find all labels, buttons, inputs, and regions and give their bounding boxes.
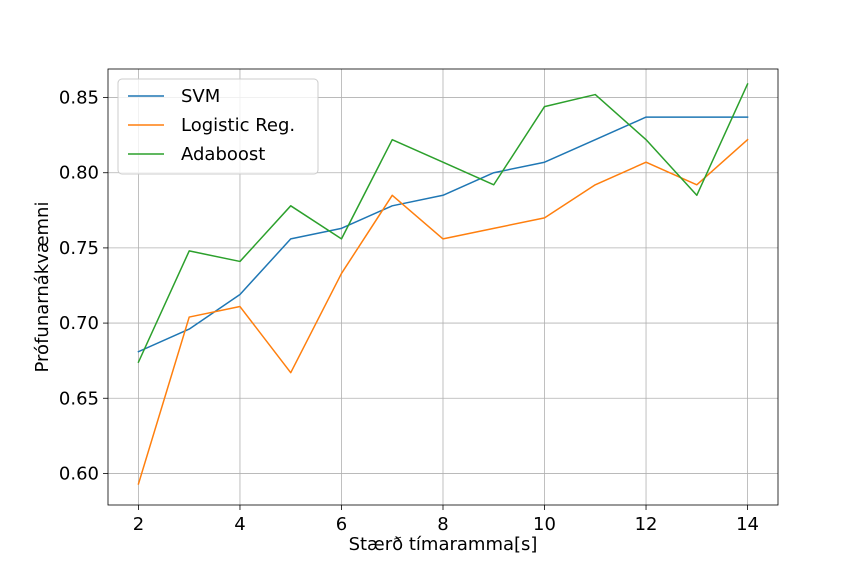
series-lines: [137, 83, 749, 485]
x-tick-label: 10: [533, 514, 556, 535]
x-tick-label: 8: [437, 514, 448, 535]
legend-label: Logistic Reg.: [181, 115, 295, 136]
series-line-1: [137, 116, 749, 353]
x-tick-label: 12: [635, 514, 658, 535]
x-tick-label: 14: [736, 514, 759, 535]
y-axis-title: Prófunarnákvæmni: [32, 202, 53, 373]
x-axis-title: Stærð tímaramma[s]: [349, 534, 538, 555]
y-tick-label: 0.80: [59, 163, 99, 184]
legend-box: [117, 78, 319, 175]
x-tick-label: 2: [133, 514, 144, 535]
x-tick-label: 6: [336, 514, 347, 535]
series-line-3: [137, 83, 749, 364]
grid-lines: [108, 69, 778, 505]
y-tick-label: 0.60: [59, 463, 99, 484]
legend-label: Adaboost: [181, 144, 265, 165]
axis-ticks: 2 4 6 8 10 12 14 0.60 0.65 0.70 0.75 0.80 0.85: [59, 88, 759, 535]
y-tick-label: 0.65: [59, 388, 99, 409]
legend: SVM Logistic Reg. Adaboost: [117, 78, 319, 175]
series-line-2: [137, 138, 749, 485]
x-tick-label: 4: [234, 514, 245, 535]
legend-label: SVM: [181, 86, 220, 107]
y-tick-label: 0.85: [59, 88, 99, 109]
y-tick-label: 0.70: [59, 313, 99, 334]
y-tick-label: 0.75: [59, 238, 99, 259]
